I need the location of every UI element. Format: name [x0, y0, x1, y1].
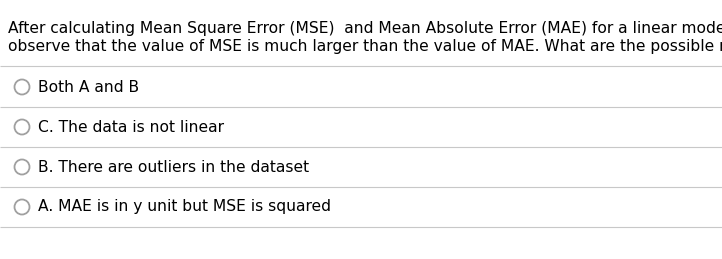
Text: C. The data is not linear: C. The data is not linear [38, 119, 224, 134]
Text: observe that the value of MSE is much larger than the value of MAE. What are the: observe that the value of MSE is much la… [8, 39, 722, 54]
Text: Both A and B: Both A and B [38, 80, 139, 95]
Text: B. There are outliers in the dataset: B. There are outliers in the dataset [38, 160, 309, 175]
Text: After calculating Mean Square Error (MSE)  and Mean Absolute Error (MAE) for a l: After calculating Mean Square Error (MSE… [8, 21, 722, 36]
Text: A. MAE is in y unit but MSE is squared: A. MAE is in y unit but MSE is squared [38, 199, 331, 214]
